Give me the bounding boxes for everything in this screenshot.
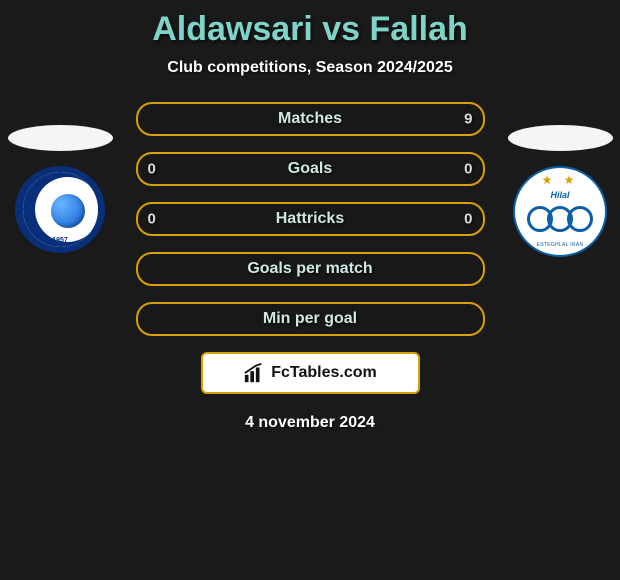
hilal-text-bottom: 1957: [23, 237, 98, 244]
brand-text: FcTables.com: [271, 364, 377, 382]
stat-label: Matches: [278, 110, 342, 128]
stat-row-min-per-goal: Min per goal: [136, 302, 485, 336]
date-line: 4 november 2024: [0, 414, 620, 432]
avatar-placeholder-right: [508, 125, 613, 151]
stat-label: Min per goal: [263, 310, 357, 328]
avatar-placeholder-left: [8, 125, 113, 151]
stat-label: Goals per match: [247, 260, 372, 278]
comparison-card: Aldawsari vs Fallah Club competitions, S…: [0, 0, 620, 580]
stat-value-right: 9: [464, 111, 472, 128]
ball-icon: [51, 194, 85, 228]
stat-row-goals-per-match: Goals per match: [136, 252, 485, 286]
stat-label: Hattricks: [276, 210, 344, 228]
star-icon: ★ ★: [515, 173, 605, 187]
stat-row-matches: Matches 9: [136, 102, 485, 136]
stat-value-right: 0: [464, 161, 472, 178]
stat-row-hattricks: 0 Hattricks 0: [136, 202, 485, 236]
stat-value-left: 0: [148, 211, 156, 228]
brand-badge: FcTables.com: [201, 352, 420, 394]
player-left: ALHILAL S. FC 1957: [5, 125, 115, 253]
stat-label: Goals: [288, 160, 332, 178]
bar-chart-icon: [243, 362, 265, 384]
rings-icon: [515, 206, 605, 232]
hilal-badge-inner: ALHILAL S. FC 1957: [23, 172, 98, 247]
esteghlal-text: Hilal: [515, 190, 605, 200]
player-right: ★ ★ Hilal ESTEGHLAL IRAN: [505, 125, 615, 257]
esteghlal-sub: ESTEGHLAL IRAN: [515, 242, 605, 248]
subtitle: Club competitions, Season 2024/2025: [0, 59, 620, 77]
club-badge-right: ★ ★ Hilal ESTEGHLAL IRAN: [513, 166, 607, 257]
club-badge-left: ALHILAL S. FC 1957: [15, 166, 105, 253]
page-title: Aldawsari vs Fallah: [0, 0, 620, 49]
stat-value-left: 0: [148, 161, 156, 178]
stat-value-right: 0: [464, 211, 472, 228]
stat-row-goals: 0 Goals 0: [136, 152, 485, 186]
